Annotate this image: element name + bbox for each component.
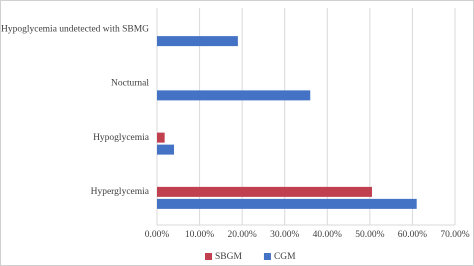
legend-swatch	[263, 253, 271, 260]
bar	[157, 186, 372, 197]
x-tick-label: 20.00%	[227, 230, 256, 240]
legend-label: CGM	[274, 252, 296, 262]
x-tick-label: 10.00%	[185, 230, 214, 240]
x-tick-label: 50.00%	[355, 230, 384, 240]
bar	[157, 198, 417, 209]
y-tick-label: Nocturnal	[111, 79, 149, 89]
y-tick-label: Hypoglycemia undetected with SBMG	[1, 24, 149, 34]
x-tick-label: 70.00%	[440, 230, 469, 240]
y-tick-label: Hyperglycemia	[91, 187, 150, 197]
x-tick-label: 30.00%	[270, 230, 299, 240]
bar	[157, 36, 238, 47]
legend-swatch	[205, 253, 212, 260]
bar	[157, 90, 311, 101]
bar	[157, 132, 165, 143]
x-tick-label: 0.00%	[145, 230, 170, 240]
x-tick-label: 60.00%	[398, 230, 427, 240]
y-tick-label: Hypoglycemia	[93, 133, 150, 143]
bar	[157, 144, 175, 155]
x-tick-label: 40.00%	[313, 230, 342, 240]
legend-label: SBGM	[215, 252, 242, 262]
